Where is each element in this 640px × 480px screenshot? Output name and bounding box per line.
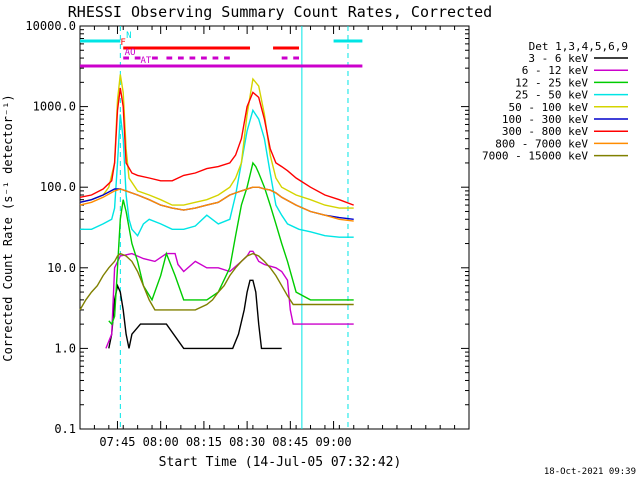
legend-label: 25 - 50 keV [515, 89, 588, 102]
legend-label: 3 - 6 keV [528, 52, 588, 65]
flag-label: N [126, 31, 131, 41]
series-line [79, 186, 354, 222]
flag-label: AT [141, 56, 152, 66]
x-tick-label: 07:45 [99, 435, 135, 449]
series-line [79, 252, 354, 311]
vertical-markers [119, 26, 349, 429]
x-axis: 07:45 08:00 08:15 08:30 08:45 09:00 [79, 26, 470, 449]
y-tick-label: 10.0 [47, 261, 76, 275]
legend-label: 12 - 25 keV [515, 76, 588, 89]
x-tick-label: 08:45 [272, 435, 308, 449]
y-axis: 0.1 1.0 10.0 100.0 1000.0 10000.0 [25, 19, 469, 436]
series-line [80, 108, 354, 238]
y-tick-label: 100.0 [40, 180, 76, 194]
plot-area [79, 25, 470, 430]
series-line [108, 161, 354, 326]
chart-title: RHESSI Observing Summary Count Rates, Co… [68, 3, 492, 21]
x-tick-label: 08:30 [229, 435, 265, 449]
flag-label: AO [125, 48, 136, 58]
series-group [79, 74, 354, 350]
legend-label: 100 - 300 keV [502, 113, 588, 126]
series-line [105, 250, 354, 349]
x-axis-label: Start Time (14-Jul-05 07:32:42) [159, 455, 402, 470]
legend-label: 300 - 800 keV [502, 125, 588, 138]
flag-label: F [120, 38, 125, 48]
x-tick-label: 08:15 [186, 435, 222, 449]
y-tick-label: 1000.0 [33, 100, 76, 114]
legend-label: 7000 - 15000 keV [482, 150, 588, 163]
footer-date: 18-Oct-2021 09:39 [544, 467, 636, 477]
y-tick-label: 0.1 [54, 422, 76, 436]
legend-label: 6 - 12 keV [522, 64, 589, 77]
series-line [79, 74, 354, 209]
series-line [108, 279, 282, 350]
y-tick-label: 10000.0 [25, 19, 76, 33]
legend-label: 800 - 7000 keV [495, 137, 588, 150]
legend-label: 50 - 100 keV [509, 101, 589, 114]
y-axis-label: Corrected Count Rate (s⁻¹ detector⁻¹) [1, 94, 15, 361]
y-tick-label: 1.0 [54, 341, 76, 355]
legend-title: Det 1,3,4,5,6,9 [529, 40, 628, 53]
series-line [79, 87, 354, 206]
x-tick-label: 09:00 [316, 435, 352, 449]
x-tick-label: 08:00 [143, 435, 179, 449]
